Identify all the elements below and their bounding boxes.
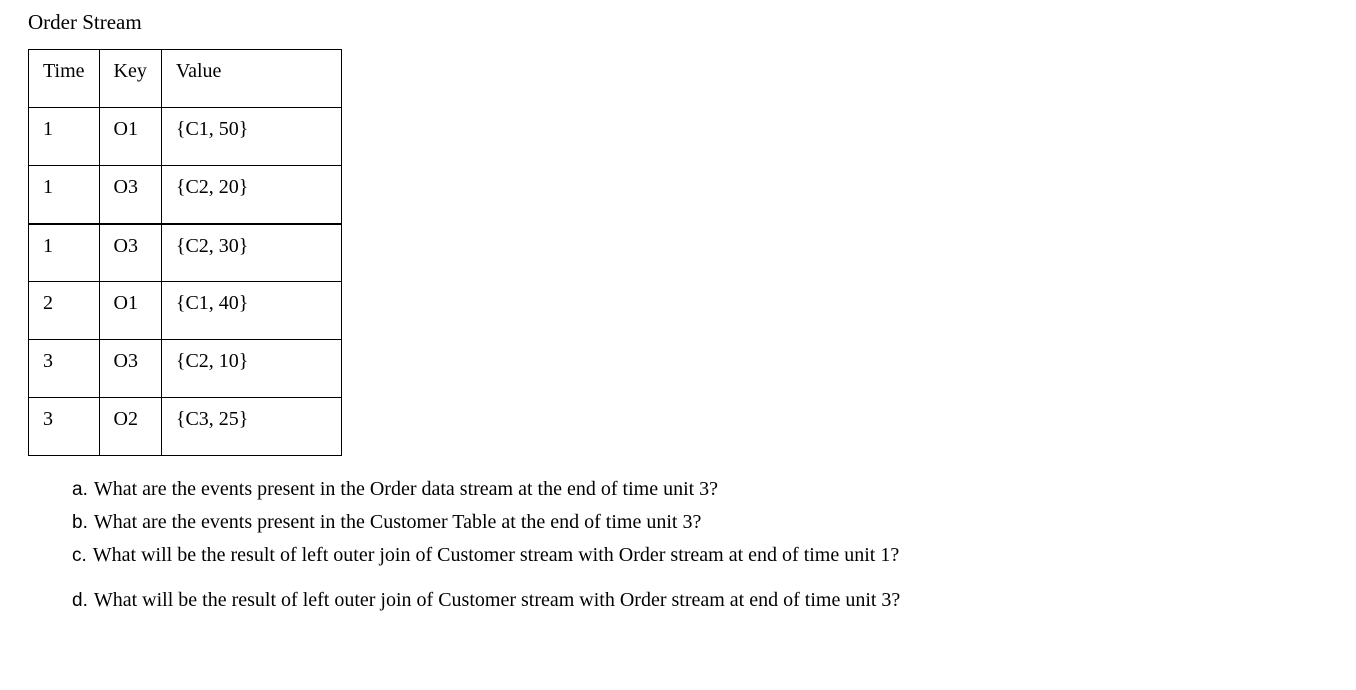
- question-text: What will be the result of left outer jo…: [94, 589, 900, 611]
- order-stream-table: Time Key Value 1 O1 {C1, 50} 1 O3 {C2, 2…: [28, 49, 342, 456]
- table-row: 1 O3 {C2, 20}: [29, 166, 342, 224]
- cell-value: {C3, 25}: [161, 398, 341, 456]
- cell-value: {C1, 40}: [161, 282, 341, 340]
- cell-key: O1: [99, 282, 161, 340]
- cell-key: O3: [99, 340, 161, 398]
- table-row: 2 O1 {C1, 40}: [29, 282, 342, 340]
- question-marker: c.: [72, 541, 87, 570]
- cell-time: 1: [29, 108, 100, 166]
- column-header-value: Value: [161, 50, 341, 108]
- cell-time: 2: [29, 282, 100, 340]
- table-row: 1 O1 {C1, 50}: [29, 108, 342, 166]
- cell-value: {C2, 10}: [161, 340, 341, 398]
- cell-key: O3: [99, 224, 161, 282]
- cell-time: 1: [29, 166, 100, 224]
- question-c: c. What will be the result of left outer …: [72, 540, 1328, 571]
- question-marker: d.: [72, 586, 88, 615]
- cell-key: O1: [99, 108, 161, 166]
- question-a: a. What are the events present in the Ord…: [72, 474, 1328, 505]
- table-row: 1 O3 {C2, 30}: [29, 224, 342, 282]
- question-marker: a.: [72, 475, 88, 504]
- cell-key: O2: [99, 398, 161, 456]
- question-text: What are the events present in the Custo…: [94, 511, 701, 533]
- cell-value: {C2, 30}: [161, 224, 341, 282]
- cell-key: O3: [99, 166, 161, 224]
- cell-value: {C1, 50}: [161, 108, 341, 166]
- table-row: 3 O2 {C3, 25}: [29, 398, 342, 456]
- question-marker: b.: [72, 508, 88, 537]
- question-b: b. What are the events present in the Cus…: [72, 507, 1328, 538]
- question-text: What are the events present in the Order…: [94, 478, 718, 500]
- cell-value: {C2, 20}: [161, 166, 341, 224]
- cell-time: 1: [29, 224, 100, 282]
- cell-time: 3: [29, 340, 100, 398]
- table-header-row: Time Key Value: [29, 50, 342, 108]
- question-text: What will be the result of left outer jo…: [93, 544, 899, 566]
- column-header-key: Key: [99, 50, 161, 108]
- question-d: d. What will be the result of left outer …: [72, 585, 1328, 616]
- table-row: 3 O3 {C2, 10}: [29, 340, 342, 398]
- page-title: Order Stream: [28, 10, 1328, 35]
- column-header-time: Time: [29, 50, 100, 108]
- cell-time: 3: [29, 398, 100, 456]
- questions-list: a. What are the events present in the Ord…: [72, 474, 1328, 616]
